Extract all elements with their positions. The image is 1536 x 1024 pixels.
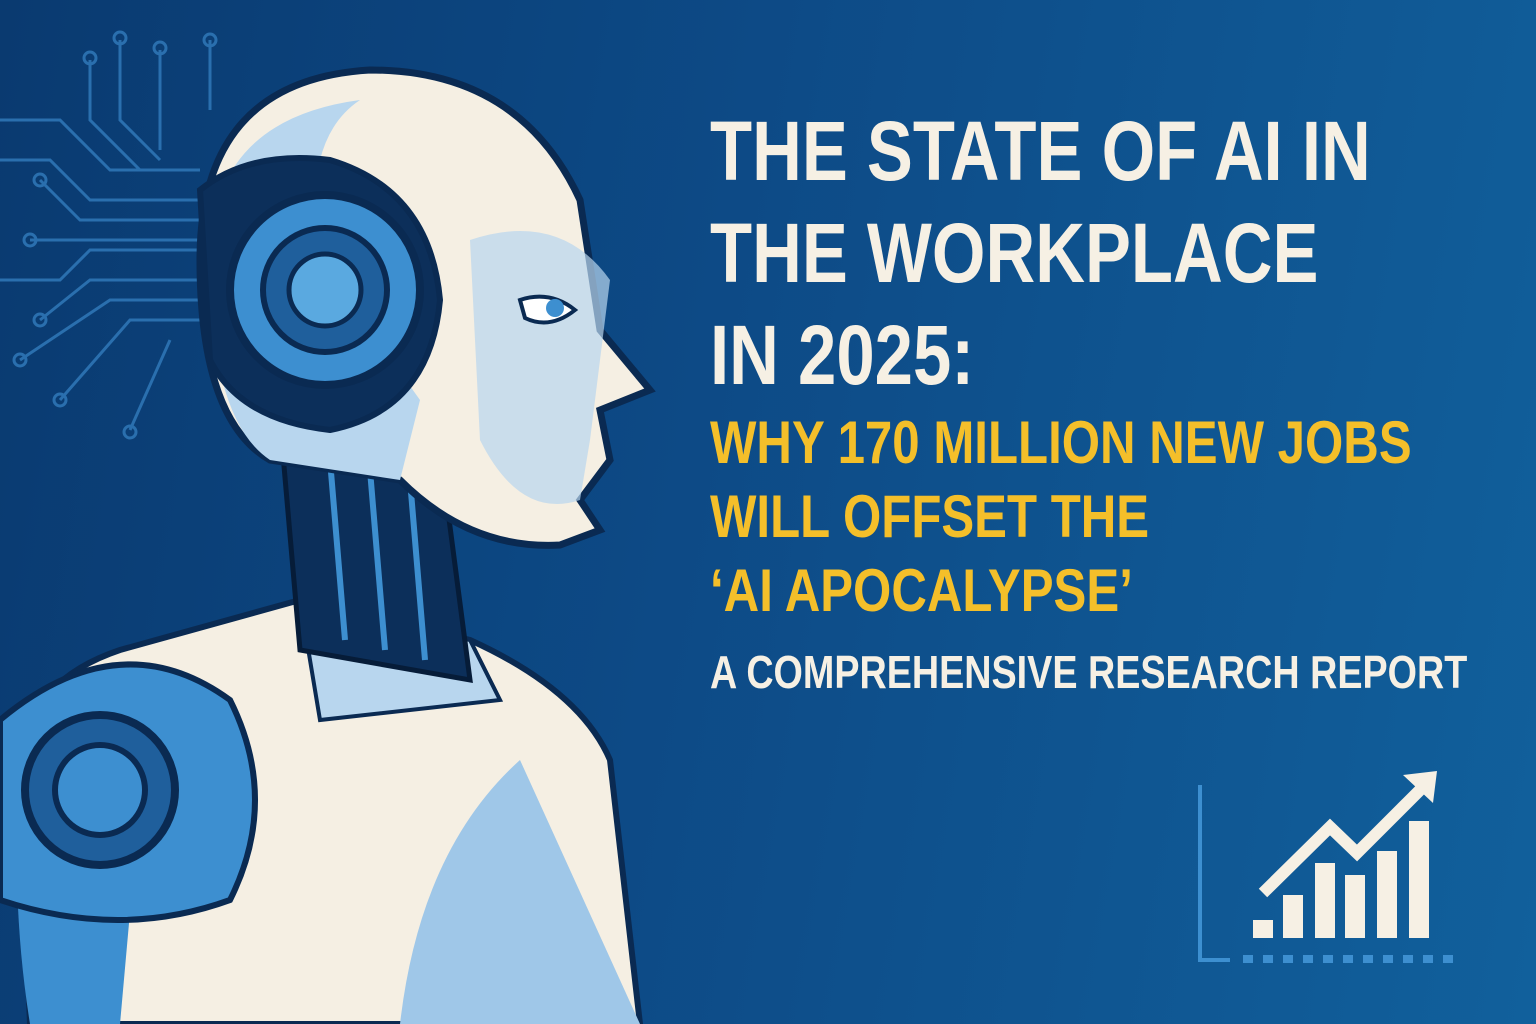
title-line: THE STATE OF AI IN: [710, 104, 1371, 198]
tagline: A COMPREHENSIVE RESEARCH REPORT: [710, 646, 1468, 698]
growth-chart-icon: [1198, 771, 1453, 963]
highlight-line: WILL OFFSET THE: [710, 483, 1150, 550]
cover-text: THE STATE OF AI IN THE WORKPLACE IN 2025…: [710, 100, 1530, 702]
title-line: IN 2025:: [710, 308, 975, 402]
highlight-line: ‘AI APOCALYPSE’: [710, 557, 1133, 624]
robot-illustration: [0, 66, 656, 1024]
circuit-pattern-icon: [0, 30, 218, 440]
highlight-line: WHY 170 MILLION NEW JOBS: [710, 409, 1412, 476]
title-line: THE WORKPLACE: [710, 206, 1319, 300]
